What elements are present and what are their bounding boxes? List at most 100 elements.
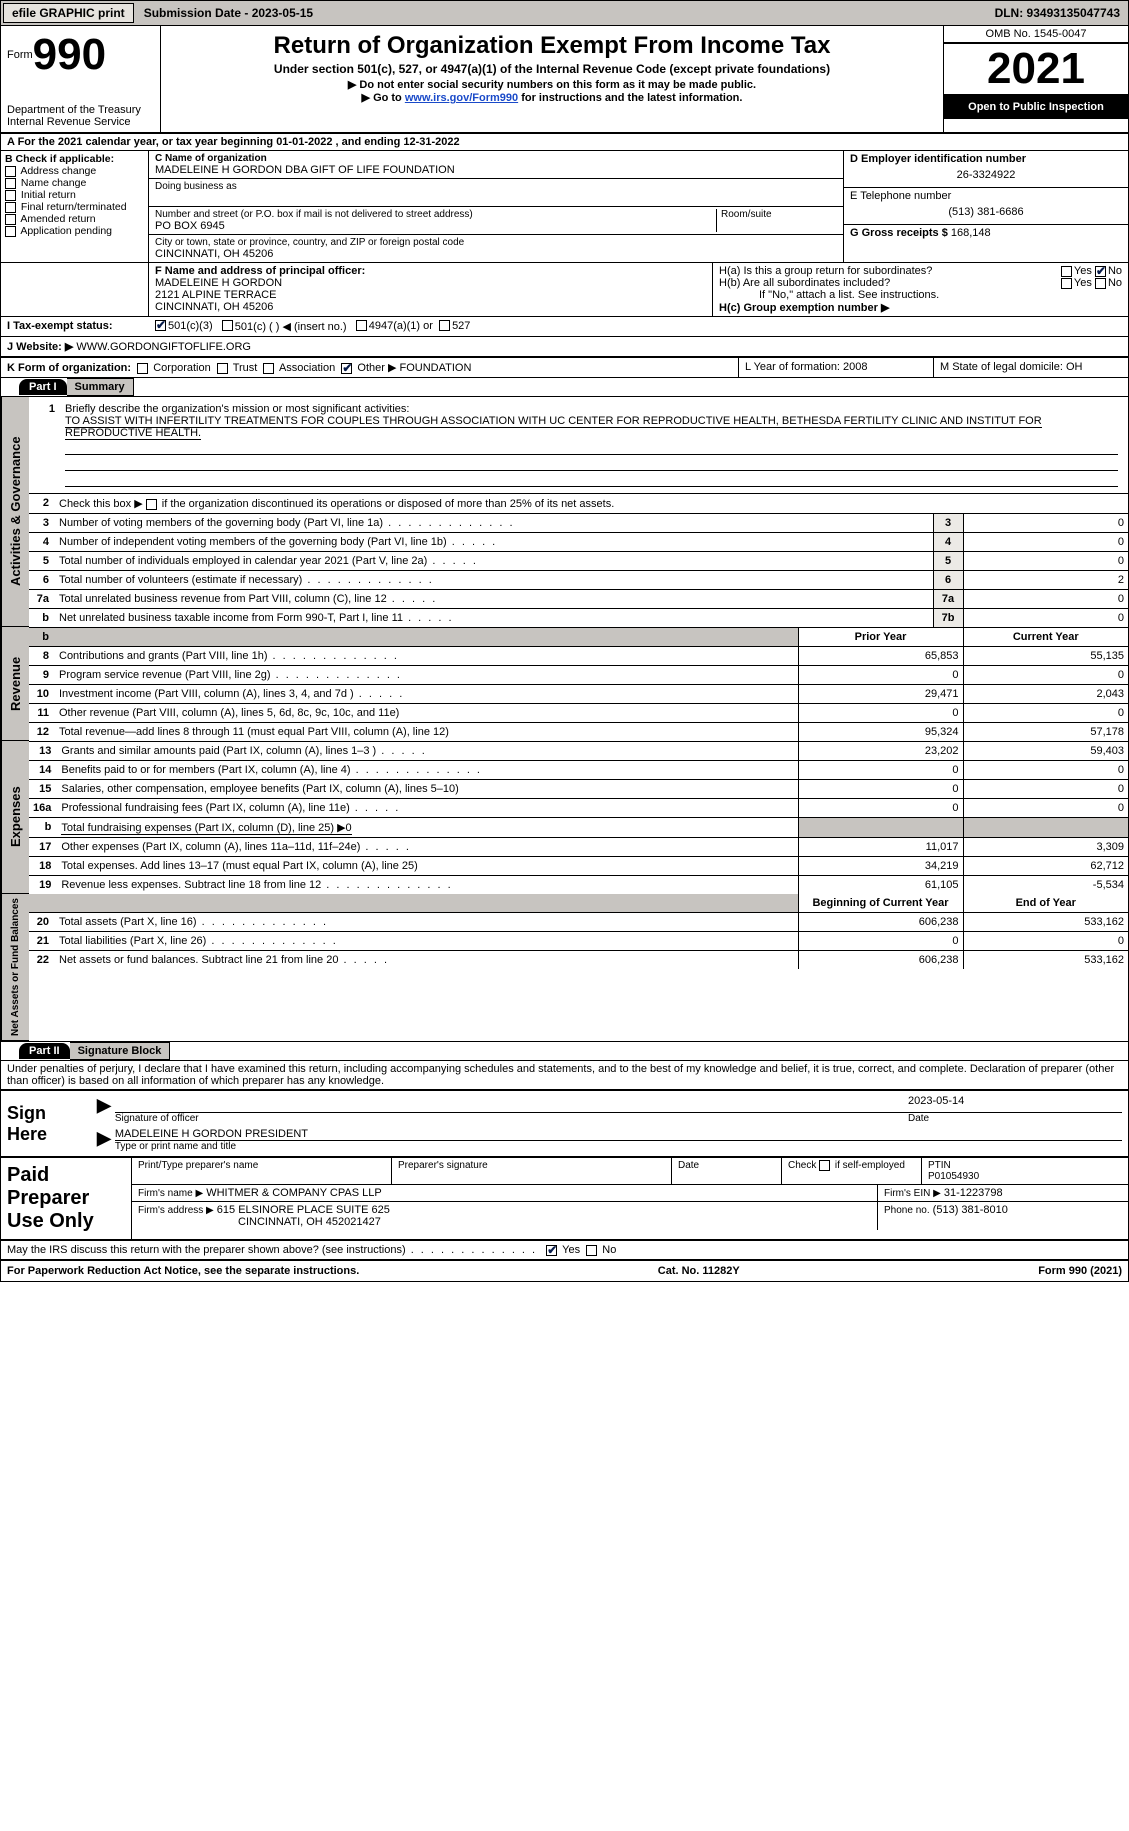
cbx-discontinued[interactable] [146, 499, 157, 510]
penalties-text: Under penalties of perjury, I declare th… [1, 1060, 1128, 1089]
cbx-final[interactable] [5, 202, 16, 213]
foot-center: Cat. No. 11282Y [658, 1265, 740, 1277]
ein-label: D Employer identification number [850, 153, 1122, 165]
cbx-ha-yes[interactable] [1061, 266, 1072, 277]
gross-label: G Gross receipts $ [850, 227, 948, 239]
form-header: Form990 Department of the Treasury Inter… [1, 26, 1128, 134]
sig-officer-label: Signature of officer [115, 1113, 902, 1124]
cbx-527[interactable] [439, 320, 450, 331]
sig-name: MADELEINE H GORDON PRESIDENT [115, 1128, 1122, 1141]
hb-note: If "No," attach a list. See instructions… [719, 289, 1122, 301]
firm-addr2: CINCINNATI, OH 452021427 [138, 1216, 871, 1228]
form-note-link: ▶ Go to www.irs.gov/Form990 for instruct… [167, 91, 937, 104]
other-type: FOUNDATION [399, 362, 471, 374]
dln: DLN: 93493135047743 [987, 4, 1128, 22]
sidebar-net: Net Assets or Fund Balances [1, 894, 29, 1041]
paid-preparer: Paid Preparer Use Only [1, 1158, 131, 1239]
prep-name-label: Print/Type preparer's name [132, 1158, 392, 1184]
irs-label: Internal Revenue Service [7, 116, 154, 128]
cbx-address-change[interactable] [5, 166, 16, 177]
form-number: Form990 [7, 30, 154, 80]
sign-here: Sign Here [1, 1091, 91, 1156]
line-k-label: K Form of organization: [7, 362, 131, 374]
hb-label: H(b) Are all subordinates included? [719, 277, 1061, 289]
city: CINCINNATI, OH 45206 [155, 248, 837, 260]
cbx-assoc[interactable] [263, 363, 274, 374]
state-domicile: M State of legal domicile: OH [933, 358, 1128, 377]
mission-text: TO ASSIST WITH INFERTILITY TREATMENTS FO… [65, 415, 1042, 440]
sidebar-activities: Activities & Governance [1, 397, 29, 627]
prep-sig-label: Preparer's signature [392, 1158, 672, 1184]
col-begin: Beginning of Current Year [798, 894, 963, 913]
cbx-self-employed[interactable] [819, 1160, 830, 1171]
sig-name-label: Type or print name and title [115, 1141, 1122, 1152]
part-ii-title: Signature Block [70, 1042, 171, 1060]
website: WWW.GORDONGIFTOFLIFE.ORG [76, 341, 251, 353]
cbx-corp[interactable] [137, 363, 148, 374]
l2-text: Check this box ▶ if the organization dis… [55, 494, 1128, 514]
firm-phone: (513) 381-8010 [933, 1204, 1008, 1216]
part-i-title: Summary [67, 378, 134, 396]
col-prior: Prior Year [798, 628, 963, 647]
cbx-name-change[interactable] [5, 178, 16, 189]
l1-label: Briefly describe the organization's miss… [65, 403, 409, 415]
efile-print-button[interactable]: efile GRAPHIC print [3, 3, 134, 23]
room-label: Room/suite [721, 209, 837, 220]
firm-name: WHITMER & COMPANY CPAS LLP [206, 1187, 381, 1199]
hc-label: H(c) Group exemption number ▶ [719, 301, 1122, 314]
cbx-trust[interactable] [217, 363, 228, 374]
phone: (513) 381-6686 [850, 202, 1122, 222]
sig-date: 2023-05-14 [902, 1095, 1122, 1113]
phone-label: E Telephone number [850, 190, 1122, 202]
cbx-hb-yes[interactable] [1061, 278, 1072, 289]
org-name: MADELEINE H GORDON DBA GIFT OF LIFE FOUN… [155, 164, 837, 176]
addr-label: Number and street (or P.O. box if mail i… [155, 209, 712, 220]
part-ii-num: Part II [19, 1043, 70, 1059]
tax-year: 2021 [944, 43, 1128, 95]
cbx-discuss-no[interactable] [586, 1245, 597, 1256]
cbx-501c3[interactable] [155, 320, 166, 331]
year-formation: L Year of formation: 2008 [738, 358, 933, 377]
cbx-4947[interactable] [356, 320, 367, 331]
prep-date-label: Date [672, 1158, 782, 1184]
ptin: PTINP01054930 [922, 1158, 1128, 1184]
col-end: End of Year [963, 894, 1128, 913]
sidebar-revenue: Revenue [1, 627, 29, 741]
form-note-ssn: ▶ Do not enter social security numbers o… [167, 78, 937, 91]
cbx-initial[interactable] [5, 190, 16, 201]
omb-number: OMB No. 1545-0047 [944, 26, 1128, 43]
firm-ein: 31-1223798 [944, 1187, 1003, 1199]
cbx-other[interactable] [341, 363, 352, 374]
cbx-501c[interactable] [222, 320, 233, 331]
org-name-label: C Name of organization [155, 153, 837, 164]
firm-addr-label: Firm's address ▶ [138, 1205, 214, 1216]
open-to-public: Open to Public Inspection [944, 95, 1128, 119]
ein: 26-3324922 [850, 165, 1122, 185]
submission-date: Submission Date - 2023-05-15 [136, 4, 321, 22]
discuss-question: May the IRS discuss this return with the… [7, 1244, 537, 1256]
line-a: A For the 2021 calendar year, or tax yea… [1, 134, 1128, 151]
cbx-application[interactable] [5, 226, 16, 237]
firm-name-label: Firm's name ▶ [138, 1188, 203, 1199]
officer-addr1: 2121 ALPINE TERRACE [155, 289, 706, 301]
form-subtitle: Under section 501(c), 527, or 4947(a)(1)… [167, 62, 937, 76]
officer-name: MADELEINE H GORDON [155, 277, 706, 289]
firm-addr1: 615 ELSINORE PLACE SUITE 625 [217, 1204, 390, 1216]
cbx-amended[interactable] [5, 214, 16, 225]
officer-label: F Name and address of principal officer: [155, 265, 706, 277]
part-i-num: Part I [19, 379, 67, 395]
dept-label: Department of the Treasury [7, 104, 154, 116]
cbx-discuss-yes[interactable] [546, 1245, 557, 1256]
sidebar-expenses: Expenses [1, 741, 29, 894]
cbx-ha-no[interactable] [1095, 266, 1106, 277]
irs-link[interactable]: www.irs.gov/Form990 [405, 92, 518, 104]
ha-label: H(a) Is this a group return for subordin… [719, 265, 1061, 277]
sig-date-label: Date [902, 1113, 1122, 1124]
col-b-checkboxes: B Check if applicable: Address change Na… [1, 151, 149, 262]
line-j-label: J Website: ▶ [7, 341, 73, 353]
col-current: Current Year [963, 628, 1128, 647]
addr-street: PO BOX 6945 [155, 220, 712, 232]
foot-left: For Paperwork Reduction Act Notice, see … [7, 1265, 359, 1277]
topbar: efile GRAPHIC print Submission Date - 20… [1, 1, 1128, 26]
cbx-hb-no[interactable] [1095, 278, 1106, 289]
